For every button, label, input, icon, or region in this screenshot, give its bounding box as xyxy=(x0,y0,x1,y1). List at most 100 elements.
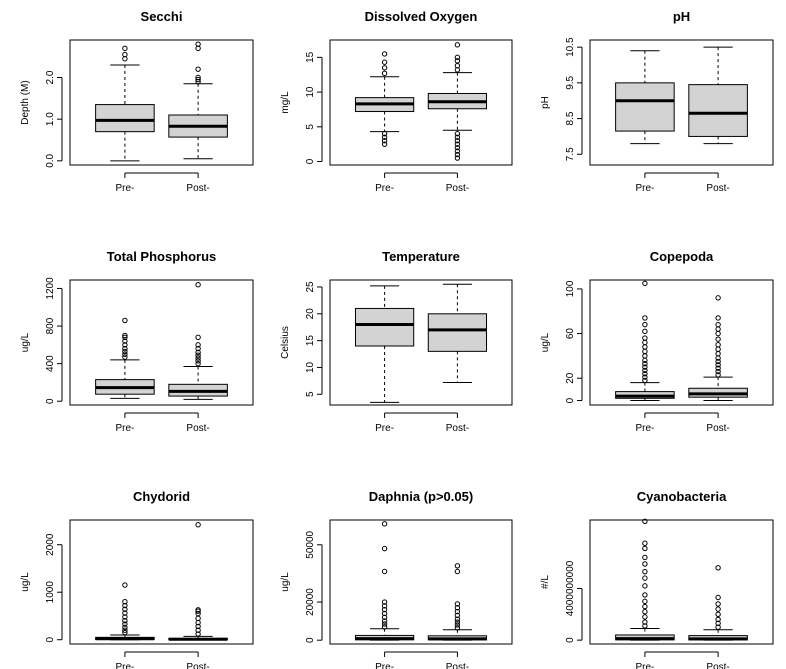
y-tick-label: 4000000000 xyxy=(565,560,576,616)
y-tick-label: 10 xyxy=(305,86,316,98)
x-tick-label: Post- xyxy=(706,662,729,669)
y-tick-label: 20 xyxy=(305,308,316,320)
x-tick-label: Pre- xyxy=(375,423,394,434)
panel-title: Cyanobacteria xyxy=(637,489,727,504)
y-tick-label: 20 xyxy=(565,372,576,384)
y-tick-label: 0 xyxy=(565,397,576,403)
outlier-point xyxy=(642,603,648,610)
outlier-point xyxy=(122,348,128,355)
box-pre xyxy=(615,518,675,641)
x-tick-label: Pre- xyxy=(375,662,394,669)
box-pre xyxy=(354,285,415,403)
box-post xyxy=(688,565,748,641)
outlier-point xyxy=(715,601,721,607)
outlier-point xyxy=(195,345,201,352)
box-post xyxy=(427,283,488,383)
box-post xyxy=(688,46,748,145)
outlier-point xyxy=(122,51,128,58)
outlier-point xyxy=(715,368,721,375)
outlier-point xyxy=(381,624,388,630)
outlier-point xyxy=(642,344,648,350)
panel-ph: pH 7.5 8.5 9.5 10.5 pH Pre- Post- xyxy=(540,9,774,194)
iqr-box xyxy=(688,84,748,137)
outlier-point xyxy=(454,137,461,144)
panel-total-phosphorus: Total Phosphorus 0 400 800 1200 ug/L Pre- Post- xyxy=(20,249,254,434)
outlier-point xyxy=(122,624,128,631)
outlier-point xyxy=(122,582,128,588)
outlier-point xyxy=(454,141,461,147)
y-tick-label: 15 xyxy=(305,335,316,347)
y-axis-label: mg/L xyxy=(280,91,291,114)
outlier-point xyxy=(715,358,721,365)
outlier-point xyxy=(122,610,128,616)
outlier-point xyxy=(642,614,648,620)
outlier-point xyxy=(195,352,201,358)
outlier-point xyxy=(642,339,648,346)
y-axis-label: Celsius xyxy=(280,326,291,359)
x-tick-label: Post- xyxy=(446,183,469,194)
box-pre xyxy=(95,582,155,641)
outlier-point xyxy=(381,521,388,527)
y-tick-label: 25 xyxy=(305,281,316,293)
outlier-point xyxy=(715,565,721,571)
panel-title: Total Phosphorus xyxy=(107,249,217,264)
box-pre xyxy=(615,50,675,145)
outlier-point xyxy=(381,603,388,609)
outlier-point xyxy=(454,625,461,631)
plot-frame xyxy=(69,39,254,166)
plot-frame xyxy=(69,519,254,645)
panel-title: Copepoda xyxy=(650,249,714,264)
y-tick-label: 0.0 xyxy=(45,153,56,167)
outlier-point xyxy=(642,364,648,370)
outlier-point xyxy=(642,561,648,567)
y-tick-label: 2.0 xyxy=(45,70,56,84)
panel-copepoda: Copepoda 0 20 60 100 ug/L Pre- Post- xyxy=(540,249,774,434)
outlier-point xyxy=(454,155,461,161)
outlier-point xyxy=(381,618,388,624)
plot-frame xyxy=(329,279,513,406)
outlier-point xyxy=(642,583,648,589)
outlier-point xyxy=(642,575,648,581)
y-axis-label: ug/L xyxy=(540,332,551,352)
y-tick-label: 1000 xyxy=(45,581,56,604)
outlier-point xyxy=(715,372,721,378)
iqr-box xyxy=(427,313,488,352)
panel-title: pH xyxy=(673,9,690,24)
outlier-point xyxy=(642,280,648,287)
outlier-point xyxy=(715,624,721,630)
outlier-point xyxy=(454,58,461,64)
outlier-point xyxy=(122,338,128,344)
y-tick-label: 60 xyxy=(565,328,576,340)
outlier-point xyxy=(715,620,721,627)
panel-title: Secchi xyxy=(141,9,183,24)
outlier-point xyxy=(715,350,721,357)
y-axis-label: ug/L xyxy=(280,572,291,592)
y-axis-label: Depth (M) xyxy=(20,80,31,124)
outlier-point xyxy=(195,66,201,72)
plot-frame xyxy=(589,519,774,645)
box-pre xyxy=(354,521,415,641)
y-tick-label: 15 xyxy=(305,51,316,63)
outlier-point xyxy=(381,131,388,137)
outlier-point xyxy=(381,65,388,71)
y-tick-label: 5 xyxy=(305,391,316,397)
x-tick-label: Pre- xyxy=(115,662,134,669)
y-tick-label: 50000 xyxy=(305,530,316,558)
y-axis-label: #/L xyxy=(540,575,551,589)
outlier-point xyxy=(454,605,461,611)
outlier-point xyxy=(381,59,388,65)
y-tick-label: 10 xyxy=(305,361,316,373)
y-tick-label: 1200 xyxy=(45,277,56,300)
plot-frame xyxy=(69,279,254,406)
box-pre xyxy=(615,280,675,402)
outlier-point xyxy=(195,522,201,528)
outlier-point xyxy=(195,334,201,341)
outlier-point xyxy=(642,377,648,384)
x-tick-label: Pre- xyxy=(115,183,134,194)
panel-cyanobacteria: Cyanobacteria 0 4000000000 #/L Pre- Post- xyxy=(540,489,774,669)
y-tick-label: 0 xyxy=(305,637,316,643)
outlier-point xyxy=(381,545,388,552)
outlier-point xyxy=(454,616,461,622)
outlier-point xyxy=(715,346,721,352)
outlier-point xyxy=(381,614,388,620)
